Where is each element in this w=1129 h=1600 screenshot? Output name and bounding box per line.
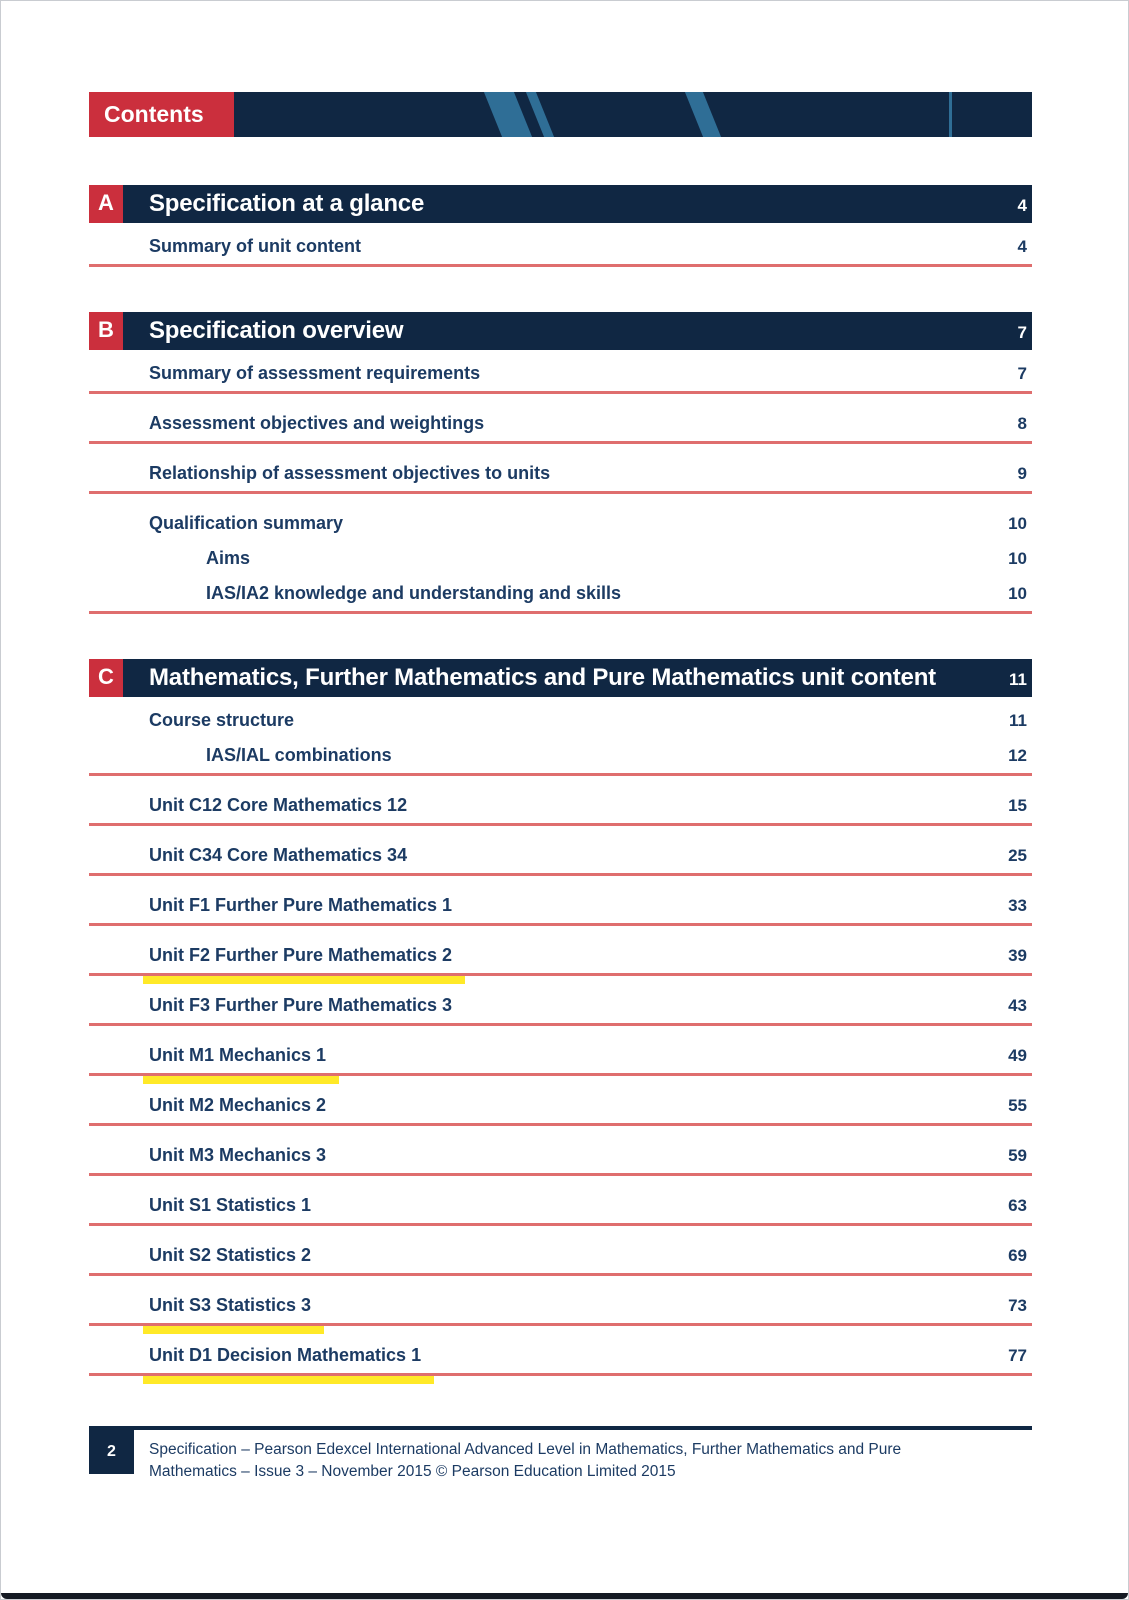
- toc-entry-page: 10: [1008, 549, 1027, 568]
- toc-entry[interactable]: Unit M3 Mechanics 3 59: [89, 1142, 1032, 1176]
- toc-entry-page: 10: [1008, 514, 1027, 533]
- toc-entry-page: 73: [1008, 1296, 1027, 1315]
- toc-entry[interactable]: Unit F1 Further Pure Mathematics 1 33: [89, 892, 1032, 926]
- toc-entry-page: 55: [1008, 1096, 1027, 1115]
- toc-entry-page: 39: [1008, 946, 1027, 965]
- banner-stripe-icon: [483, 92, 533, 137]
- section-title: Specification overview: [149, 317, 404, 344]
- toc-entry[interactable]: Unit F2 Further Pure Mathematics 2 39: [89, 942, 1032, 984]
- toc-entry-page: 63: [1008, 1196, 1027, 1215]
- toc-entry[interactable]: Unit M2 Mechanics 2 55: [89, 1092, 1032, 1126]
- toc-entry-page: 9: [1017, 464, 1027, 483]
- section-entries: Summary of unit content 4: [89, 233, 1032, 267]
- toc-entry[interactable]: Summary of unit content 4: [89, 233, 1032, 267]
- toc-entry-label: Unit M3 Mechanics 3: [149, 1145, 327, 1165]
- section-header[interactable]: B Specification overview 7: [89, 312, 1032, 350]
- toc-entry-label: Unit F3 Further Pure Mathematics 3: [149, 995, 453, 1015]
- toc-entry-label: Qualification summary: [149, 513, 344, 533]
- toc-entry-label: Unit F1 Further Pure Mathematics 1: [149, 895, 453, 915]
- toc-entry[interactable]: Unit C12 Core Mathematics 12 15: [89, 792, 1032, 826]
- toc-entry-page: 25: [1008, 846, 1027, 865]
- section-page-number: 4: [1017, 196, 1027, 215]
- contents-banner: Contents: [89, 92, 1032, 137]
- toc-entry[interactable]: Unit S1 Statistics 1 63: [89, 1192, 1032, 1226]
- toc-entry-label: Unit C12 Core Mathematics 12: [149, 795, 408, 815]
- toc-entry-page: 69: [1008, 1246, 1027, 1265]
- toc-entry-page: 10: [1008, 584, 1027, 603]
- toc-entry[interactable]: IAS/IA2 knowledge and understanding and …: [89, 580, 1032, 614]
- toc-entry-label-highlighted: Unit M1 Mechanics 1: [142, 1042, 340, 1084]
- banner-divider-line: [949, 92, 952, 137]
- toc-entry-label: IAS/IA2 knowledge and understanding and …: [206, 583, 622, 603]
- section-letter-badge: B: [89, 312, 123, 350]
- window-bottom-edge: [1, 1593, 1128, 1599]
- section-entries: Summary of assessment requirements 7 Asses…: [89, 360, 1032, 614]
- toc-section-c: C Mathematics, Further Mathematics and Pu…: [89, 659, 1032, 1384]
- toc-entry-label-highlighted: Unit F2 Further Pure Mathematics 2: [142, 942, 466, 984]
- toc-entry-label: Aims: [206, 548, 251, 568]
- toc-entry-label-highlighted: Unit D1 Decision Mathematics 1: [142, 1342, 435, 1384]
- toc-entry[interactable]: Qualification summary 10: [89, 510, 1032, 536]
- toc-entry-page: 4: [1017, 237, 1027, 256]
- toc-entry-label: Course structure: [149, 710, 295, 730]
- toc-entry-page: 49: [1008, 1046, 1027, 1065]
- section-entries: Course structure 11 IAS/IAL combinations 12…: [89, 707, 1032, 1384]
- toc-entry-label: Unit M2 Mechanics 2: [149, 1095, 327, 1115]
- toc-entry[interactable]: Unit S3 Statistics 3 73: [89, 1292, 1032, 1334]
- toc-entry[interactable]: Course structure 11: [89, 707, 1032, 733]
- toc-entry-label: Assessment objectives and weightings: [149, 413, 485, 433]
- toc-section-b: B Specification overview 7 Summary of asses…: [89, 312, 1032, 614]
- section-header[interactable]: A Specification at a glance 4: [89, 185, 1032, 223]
- banner-stripe-icon: [525, 92, 555, 137]
- section-title: Mathematics, Further Mathematics and Pur…: [149, 664, 936, 691]
- toc-entry-label: Relationship of assessment objectives to…: [149, 463, 551, 483]
- toc-entry-label: Summary of assessment requirements: [149, 363, 481, 383]
- section-title: Specification at a glance: [149, 190, 425, 217]
- toc-entry-label: IAS/IAL combinations: [206, 745, 392, 765]
- contents-banner-label: Contents: [89, 92, 234, 137]
- toc-entry[interactable]: Assessment objectives and weightings 8: [89, 410, 1032, 444]
- banner-stripe-icon: [684, 92, 722, 137]
- toc-entry-page: 77: [1008, 1346, 1027, 1365]
- banner-decor-bar: [234, 92, 1032, 137]
- table-of-contents: A Specification at a glance 4 Summary of un…: [89, 185, 1032, 1384]
- footer-text: Specification – Pearson Edexcel Internat…: [149, 1441, 902, 1481]
- section-page-number: 11: [1009, 670, 1027, 689]
- toc-entry-page: 33: [1008, 896, 1027, 915]
- toc-entry[interactable]: Summary of assessment requirements 7: [89, 360, 1032, 394]
- toc-entry-label-highlighted: Unit S3 Statistics 3: [142, 1292, 325, 1334]
- toc-section-a: A Specification at a glance 4 Summary of un…: [89, 185, 1032, 267]
- toc-entry[interactable]: IAS/IAL combinations 12: [89, 742, 1032, 776]
- toc-entry[interactable]: Unit M1 Mechanics 1 49: [89, 1042, 1032, 1084]
- toc-entry-label: Summary of unit content: [149, 236, 362, 256]
- toc-entry[interactable]: Relationship of assessment objectives to…: [89, 460, 1032, 494]
- toc-entry-page: 15: [1008, 796, 1027, 815]
- toc-entry-page: 12: [1008, 746, 1027, 765]
- toc-entry-page: 8: [1017, 414, 1027, 433]
- toc-entry[interactable]: Unit F3 Further Pure Mathematics 3 43: [89, 992, 1032, 1026]
- page-number-badge: 2: [89, 1430, 134, 1474]
- toc-entry[interactable]: Unit C34 Core Mathematics 34 25: [89, 842, 1032, 876]
- toc-entry-page: 43: [1008, 996, 1027, 1015]
- toc-entry-page: 11: [1009, 711, 1027, 730]
- toc-entry-page: 59: [1008, 1146, 1027, 1165]
- toc-entry[interactable]: Aims 10: [89, 545, 1032, 571]
- section-page-number: 7: [1017, 323, 1027, 342]
- toc-entry-label: Unit S2 Statistics 2: [149, 1245, 312, 1265]
- section-letter-badge: A: [89, 185, 123, 223]
- page-footer: 2 Specification – Pearson Edexcel Intern…: [89, 1426, 1032, 1484]
- toc-entry-label: Unit C34 Core Mathematics 34: [149, 845, 408, 865]
- toc-entry-label: Unit S1 Statistics 1: [149, 1195, 312, 1215]
- section-header[interactable]: C Mathematics, Further Mathematics and Pu…: [89, 659, 1032, 697]
- toc-entry-page: 7: [1017, 364, 1027, 383]
- section-letter-badge: C: [89, 659, 123, 697]
- toc-entry[interactable]: Unit D1 Decision Mathematics 1 77: [89, 1342, 1032, 1384]
- toc-entry[interactable]: Unit S2 Statistics 2 69: [89, 1242, 1032, 1276]
